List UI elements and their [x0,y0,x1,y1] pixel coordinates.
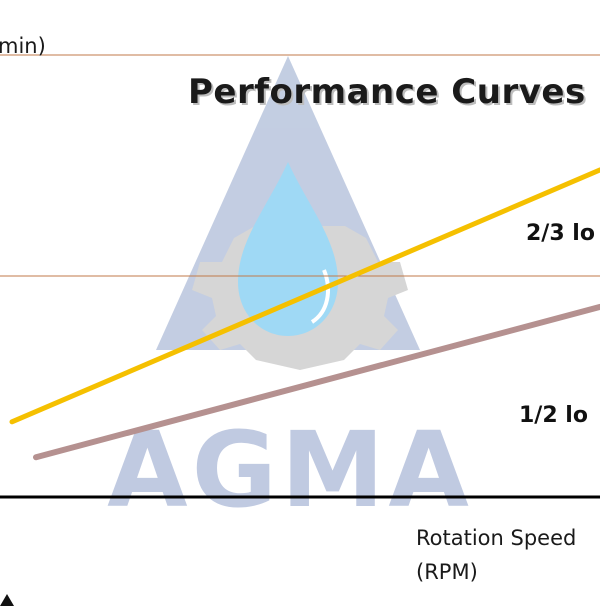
series-layer [9,167,600,461]
x-axis-label-line-2: (RPM) [416,560,478,584]
x-axis-label-line-1: Rotation Speed [416,526,577,550]
watermark-text: AGMA [107,409,473,531]
watermark-drop-highlight [310,269,330,324]
series-label-half-load: 1/2 lo [519,403,588,428]
series-label-two-thirds-load: 2/3 lo [526,221,595,246]
chart-area: AGMA min) Performance Curves 2/3 lo 1/2 … [0,34,600,606]
series-line-0 [9,167,600,425]
y-axis-label: min) [0,34,46,58]
gridlines [0,54,600,277]
series-line-1 [33,303,600,461]
y-axis-arrow-icon [0,594,14,606]
chart-title: Performance Curves [188,72,586,112]
chart-svg: AGMA [0,54,600,531]
agma-watermark-logo: AGMA [107,56,473,531]
